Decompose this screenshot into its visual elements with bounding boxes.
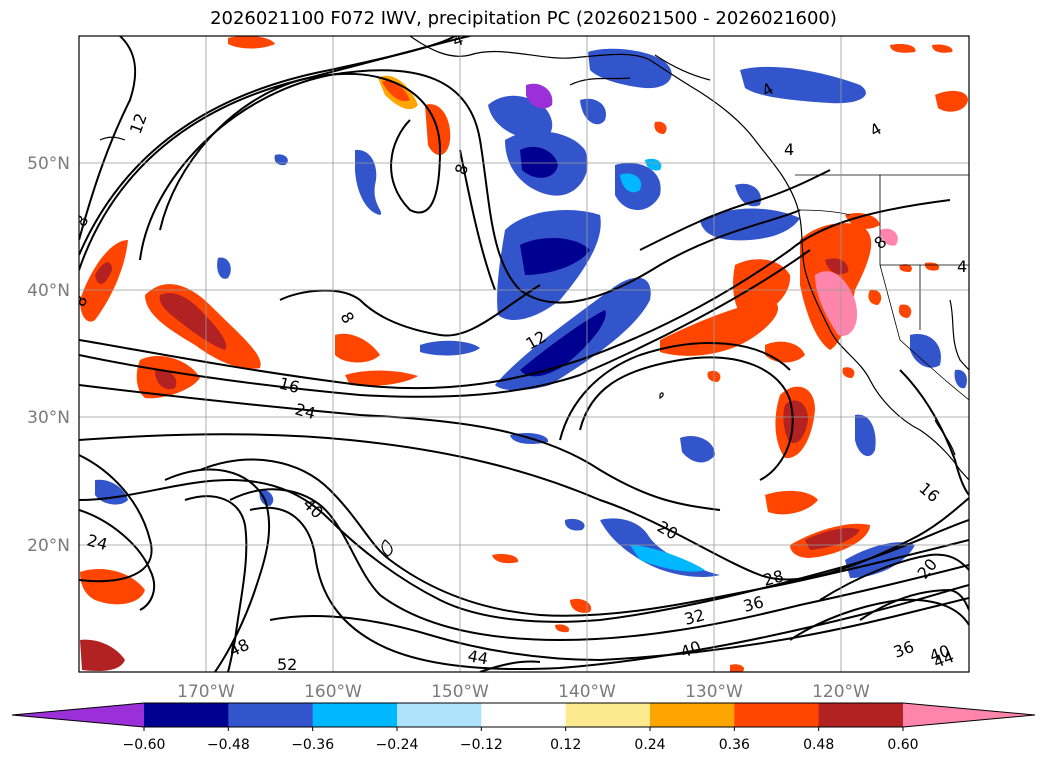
contour-label: 24 <box>293 400 318 424</box>
contour-label: 28 <box>761 566 786 590</box>
colorbar-tick-label: 0.24 <box>634 737 665 753</box>
colorbar-segment <box>228 703 314 727</box>
colorbar-segment <box>312 703 398 727</box>
lat-label: 50°N <box>27 154 70 174</box>
colorbar-segment <box>734 703 820 727</box>
coastlines <box>99 36 969 557</box>
map-title: 2026021100 F072 IWV, precipitation PC (2… <box>210 8 837 29</box>
contour-label: 32 <box>682 605 707 629</box>
contour-label: 52 <box>277 655 297 674</box>
colorbar-segment <box>144 703 229 727</box>
colorbar-tick-label: −0.36 <box>291 737 334 753</box>
colorbar-tick-label: −0.60 <box>123 737 166 753</box>
lon-axis: 170°W 160°W 150°W 140°W 130°W 120°W <box>177 682 870 702</box>
colorbar-tick-label: 0.36 <box>719 737 750 753</box>
lon-label: 140°W <box>558 682 616 702</box>
lon-label: 160°W <box>304 682 362 702</box>
lat-axis: 50°N 40°N 30°N 20°N <box>27 154 70 556</box>
colorbar: −0.60 −0.48 −0.36 −0.24 −0.12 0.12 0.24 0.36 0.4… <box>11 702 1036 753</box>
lat-label: 30°N <box>27 408 70 428</box>
colorbar-extend-low <box>12 703 144 727</box>
colorbar-segment <box>818 703 904 727</box>
colorbar-segment <box>481 703 567 727</box>
lat-label: 40°N <box>27 281 70 301</box>
lon-label: 120°W <box>812 682 870 702</box>
contour-label: 24 <box>85 531 110 555</box>
lon-label: 130°W <box>685 682 743 702</box>
gridlines <box>79 36 969 672</box>
contour-label: 36 <box>741 592 766 616</box>
contour-label: 16 <box>277 374 302 398</box>
colorbar-tick-label: 0.12 <box>550 737 581 753</box>
map-frame <box>78 35 970 673</box>
contour-label: 4 <box>784 140 794 159</box>
colorbar-tick-label: −0.24 <box>376 737 419 753</box>
map-plot-area: 4 4 4 4 4 12 8 8 8 8 8 16 24 12 20 16 20… <box>79 36 969 674</box>
contour-label: 4 <box>957 257 967 276</box>
lon-label: 170°W <box>177 682 235 702</box>
contour-label: 44 <box>466 646 489 668</box>
lat-label: 20°N <box>27 536 70 556</box>
colorbar-extend-high <box>903 703 1035 727</box>
precip-negative-areas <box>95 48 967 578</box>
colorbar-segment <box>565 703 651 727</box>
precip-positive-areas <box>80 36 968 672</box>
colorbar-segment <box>650 703 735 727</box>
lon-label: 150°W <box>431 682 489 702</box>
colorbar-tick-label: −0.12 <box>460 737 503 753</box>
colorbar-tick-label: 0.48 <box>803 737 834 753</box>
colorbar-tick-label: −0.48 <box>207 737 250 753</box>
colorbar-tick-label: 0.60 <box>887 737 918 753</box>
colorbar-segment <box>397 703 482 727</box>
borders <box>795 174 969 401</box>
